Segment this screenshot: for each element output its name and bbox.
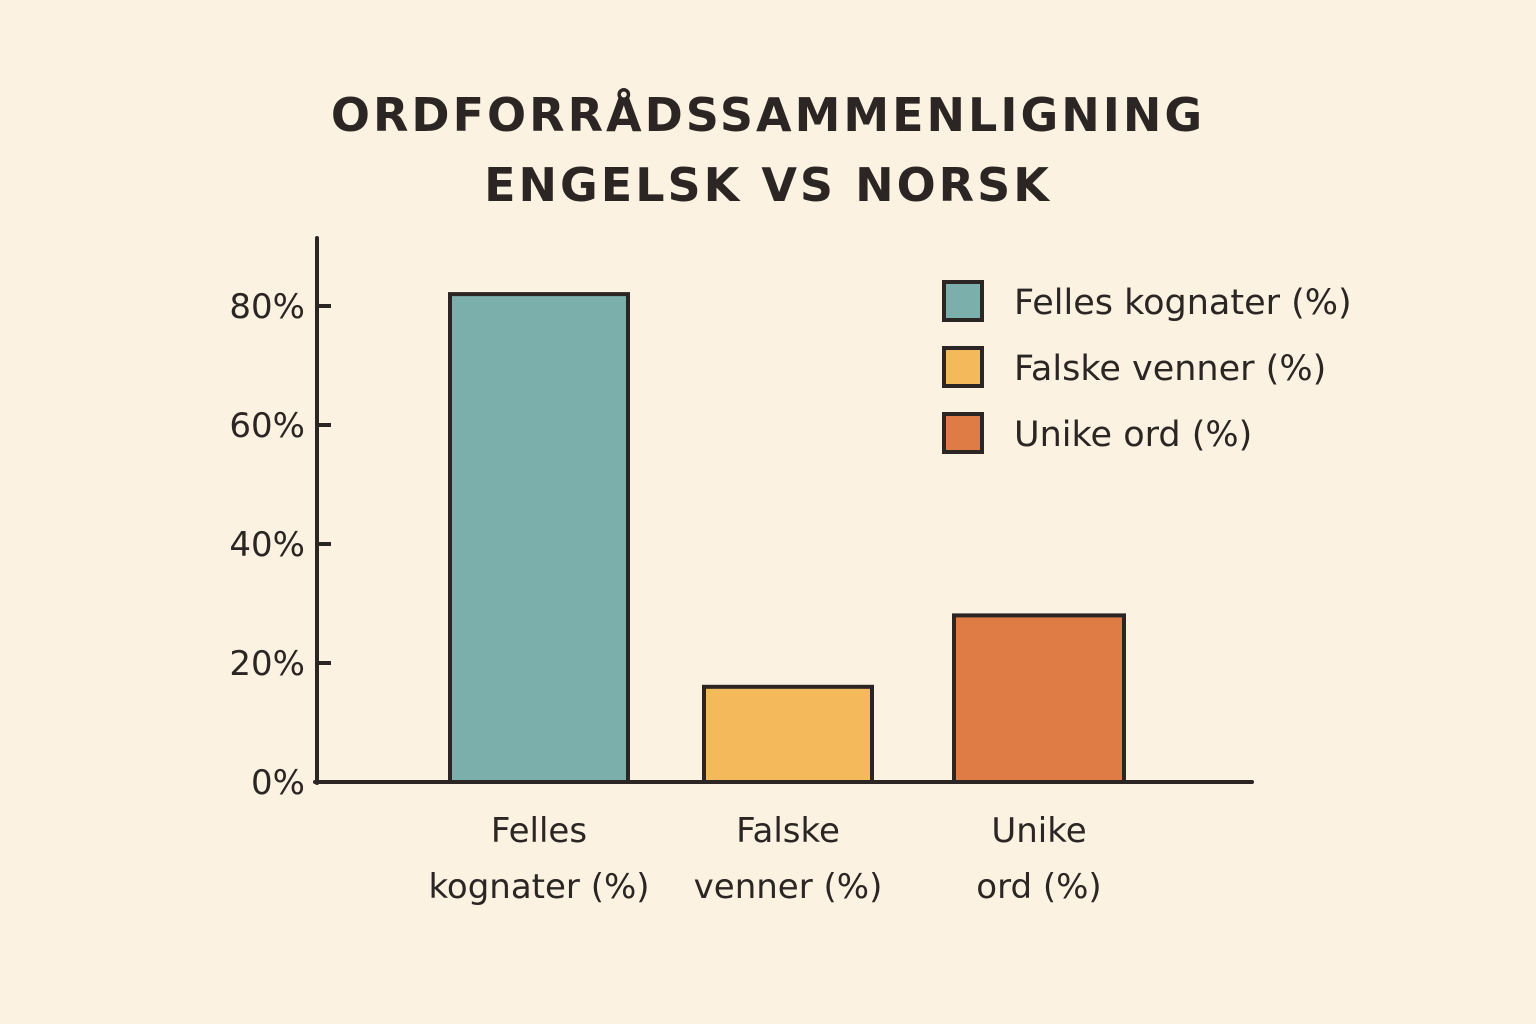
y-tick-label: 80% — [229, 287, 305, 327]
legend-label: Unike ord (%) — [1014, 415, 1252, 455]
chart-title-line-2: ENGELSK VS NORSK — [484, 158, 1052, 212]
x-category-label: ord (%) — [976, 867, 1101, 907]
x-category-label: kognater (%) — [428, 867, 649, 907]
y-tick-label: 20% — [229, 644, 305, 684]
legend-label: Felles kognater (%) — [1014, 283, 1352, 323]
chart-title-line-1: ORDFORRÅDSSAMMENLIGNING — [330, 88, 1206, 142]
legend-swatch — [942, 280, 984, 322]
x-category-label: Unike — [991, 811, 1086, 851]
legend-label: Falske venner (%) — [1014, 349, 1326, 389]
bar — [448, 292, 630, 784]
y-tick-label: 0% — [251, 763, 305, 803]
bar — [952, 613, 1126, 785]
legend-swatch — [942, 346, 984, 388]
legend-swatch — [942, 412, 984, 454]
x-category-label: Felles — [491, 811, 587, 851]
y-tick-label: 40% — [229, 525, 305, 565]
x-category-label: venner (%) — [694, 867, 883, 907]
x-category-label: Falske — [736, 811, 840, 851]
y-tick-label: 60% — [229, 406, 305, 446]
bar — [702, 684, 874, 784]
